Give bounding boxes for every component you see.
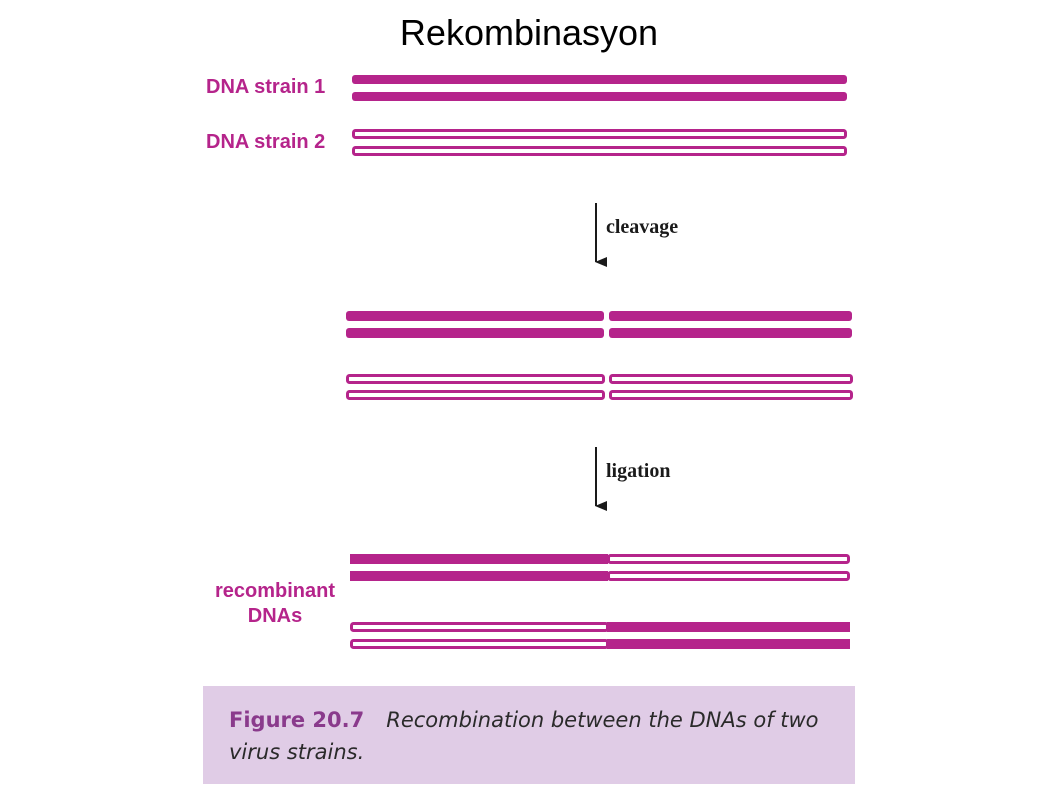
- label-dna-strain-2: DNA strain 2: [206, 131, 326, 153]
- step-label-ligation: ligation: [606, 460, 671, 482]
- cleaved-strain-2-left-top: [346, 374, 605, 384]
- strain-1-strand-top: [352, 75, 847, 84]
- recombinant-2-outlined-bottom: [350, 639, 609, 649]
- cleaved-strain-2-right-bottom: [609, 390, 853, 400]
- label-dna-strain-1: DNA strain 1: [206, 76, 326, 98]
- strain-2-duplex: [352, 129, 847, 156]
- recombinant-1-outlined-top: [607, 554, 850, 564]
- recombinant-1-filled-bottom: [350, 571, 608, 581]
- label-recombinant-line2: DNAs: [247, 605, 303, 627]
- figure-caption-box: Figure 20.7 Recombination between the DNA…: [203, 686, 855, 784]
- slide-title: Rekombinasyon: [399, 12, 659, 53]
- recombinant-dna-2: [350, 622, 850, 649]
- cleaved-strain-2-right-top: [609, 374, 853, 384]
- strain-1-strand-bottom: [352, 92, 847, 101]
- recombinant-1-outlined-bottom: [607, 571, 850, 581]
- cleaved-strain-2-left-bottom: [346, 390, 605, 400]
- cleaved-strain-1: [346, 311, 852, 338]
- cleaved-strain-1-left-bottom: [346, 328, 604, 338]
- cleaved-strain-1-left-top: [346, 311, 604, 321]
- recombinant-1-filled-top: [350, 554, 608, 564]
- strain-2-strand-bottom: [352, 146, 847, 156]
- recombinant-2-filled-bottom: [607, 639, 850, 649]
- step-label-cleavage: cleavage: [606, 216, 679, 238]
- figure-number: Figure 20.7: [229, 708, 365, 732]
- figure-caption: Figure 20.7 Recombination between the DNA…: [229, 704, 839, 768]
- cleaved-strain-2: [346, 374, 853, 400]
- strain-2-strand-top: [352, 129, 847, 139]
- cleaved-strain-1-right-top: [609, 311, 852, 321]
- label-recombinant-line1: recombinant: [214, 580, 336, 602]
- label-recombinant-dnas: recombinant DNAs: [200, 579, 350, 629]
- recombinant-2-filled-top: [607, 622, 850, 632]
- recombinant-dna-1: [350, 554, 850, 581]
- cleaved-strain-1-right-bottom: [609, 328, 852, 338]
- figure-description: Recombination between the DNAs of two vi…: [229, 708, 819, 764]
- strain-1-duplex: [352, 75, 847, 101]
- recombinant-2-outlined-top: [350, 622, 609, 632]
